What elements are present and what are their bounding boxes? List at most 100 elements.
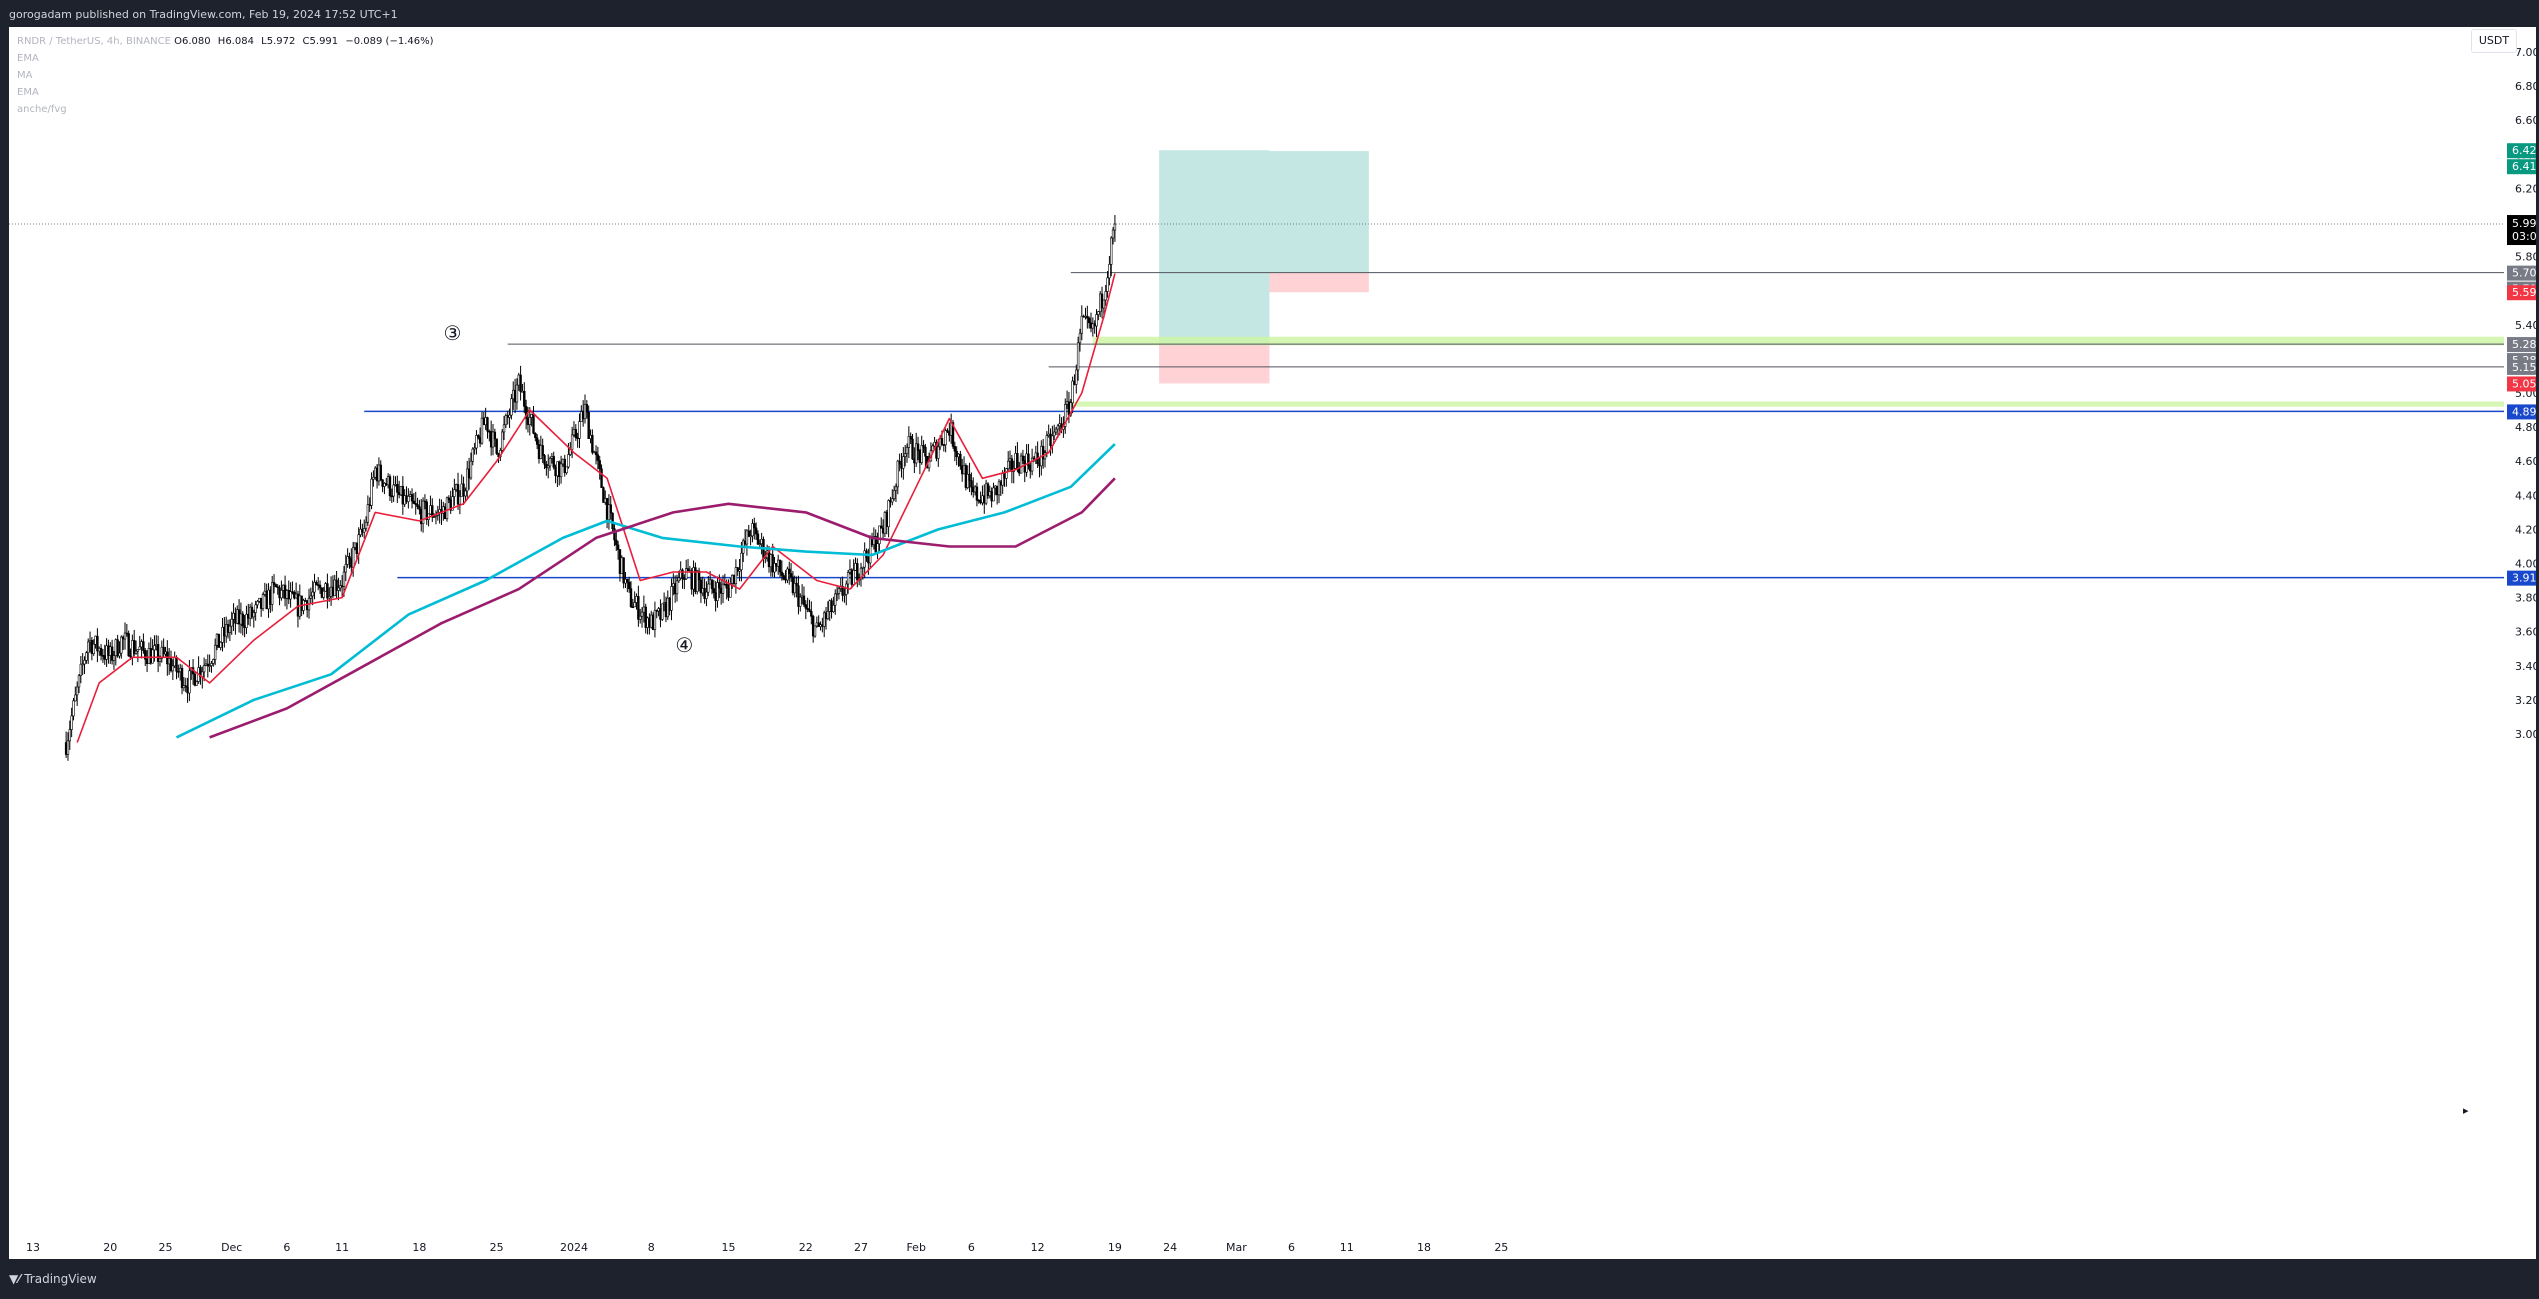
candle-down <box>911 438 914 460</box>
tradingview-logo-icon: ▼⁄ <box>9 1272 21 1286</box>
candle-down <box>276 586 279 589</box>
candle-up <box>1102 299 1106 309</box>
candle-up <box>981 495 984 504</box>
x-axis-tick-label: 8 <box>648 1241 655 1254</box>
candle-up <box>256 601 259 606</box>
candle-down <box>581 411 585 420</box>
candle-down <box>753 523 756 529</box>
candle-up <box>894 486 898 491</box>
candle-up <box>592 451 596 454</box>
candle-up <box>835 593 839 595</box>
candle-up <box>580 411 583 422</box>
candle-down <box>756 533 760 545</box>
candle-up <box>85 652 88 661</box>
candle-up <box>708 579 712 585</box>
candle-up <box>1106 277 1109 292</box>
candle-down <box>618 549 622 574</box>
candle-down <box>946 430 949 432</box>
legend-indicator-ma[interactable]: MA <box>17 70 33 81</box>
candle-down <box>727 587 730 598</box>
long-position-2-target-zone <box>1269 151 1369 273</box>
candle-down <box>304 600 307 602</box>
candle-up <box>846 572 850 585</box>
candle-up <box>120 636 123 654</box>
candle-up <box>650 614 653 628</box>
candle-down <box>283 584 287 599</box>
candle-down <box>576 437 579 439</box>
x-axis-tick-label: 18 <box>412 1241 426 1254</box>
candle-down <box>489 431 493 448</box>
candle-down <box>237 609 241 625</box>
candle-down <box>418 506 421 510</box>
candle-up <box>677 577 681 582</box>
candle-down <box>127 633 130 657</box>
candle-down <box>293 591 296 599</box>
candle-up <box>282 584 285 591</box>
currency-button[interactable]: USDT <box>2471 29 2517 53</box>
candle-down <box>594 451 598 456</box>
candle-down <box>856 563 859 581</box>
candle-down <box>885 512 888 528</box>
candle-up <box>672 583 675 587</box>
candle-down <box>1003 473 1006 479</box>
candle-down <box>918 450 922 463</box>
candle-up <box>666 597 670 618</box>
candle-up <box>517 374 520 386</box>
candle-down <box>605 498 609 521</box>
candle-up <box>458 496 462 505</box>
candle-up <box>245 613 248 628</box>
price-label: 3.917 <box>2512 572 2536 585</box>
candle-up <box>502 424 506 433</box>
bar-countdown: 03:07:36 <box>2512 230 2536 243</box>
price-chart-svg[interactable]: ③④ 7.0006.8006.6006.4006.2006.0005.8005.… <box>9 27 2536 1259</box>
x-axis-tick-label: 19 <box>1108 1241 1122 1254</box>
chart-area[interactable]: ③④ 7.0006.8006.6006.4006.2006.0005.8005.… <box>9 27 2536 1259</box>
candle-up <box>738 569 741 572</box>
candle-up <box>212 659 215 664</box>
candle-down <box>1032 457 1036 460</box>
price-label: 5.706 <box>2512 267 2536 280</box>
candle-up <box>210 663 213 666</box>
candle-down <box>523 390 526 407</box>
candle-down <box>940 438 944 445</box>
candle-up <box>1076 342 1080 371</box>
candle-down <box>390 495 393 498</box>
x-axis-tick-label: Feb <box>906 1241 925 1254</box>
candle-down <box>880 525 883 529</box>
candle-up <box>530 413 533 418</box>
candle-up <box>745 530 749 545</box>
legend-low-label: L <box>261 36 267 47</box>
price-label: 5.591 <box>2512 286 2536 299</box>
candle-up <box>760 539 763 545</box>
legend-indicator-ema-2[interactable]: EMA <box>17 87 39 98</box>
candle-up <box>861 566 865 569</box>
candle-up <box>475 435 478 449</box>
candle-up <box>572 429 576 436</box>
candle-down <box>1021 455 1025 461</box>
candle-up <box>826 611 830 619</box>
candle-up <box>988 491 992 497</box>
legend-indicator-ema-1[interactable]: EMA <box>17 53 39 64</box>
candle-up <box>1104 291 1107 301</box>
candle-up <box>236 609 239 624</box>
candle-down <box>423 500 427 503</box>
candle-up <box>66 740 70 755</box>
candle-down <box>627 581 631 590</box>
candle-up <box>333 579 336 597</box>
candle-down <box>223 626 226 637</box>
tradingview-logo[interactable]: ▼⁄ TradingView <box>9 1272 97 1286</box>
candle-down <box>771 554 774 573</box>
candle-up <box>195 681 198 686</box>
candle-up <box>776 559 780 567</box>
y-axis-tick-label: 3.800 <box>2515 592 2536 605</box>
candle-down <box>743 540 747 545</box>
candle-up <box>98 648 101 652</box>
candle-down <box>320 587 324 598</box>
candle-up <box>1064 404 1067 427</box>
candle-down <box>142 641 145 651</box>
candle-down <box>909 436 912 440</box>
price-label: 5.153 <box>2512 361 2536 374</box>
candle-up <box>377 464 381 482</box>
legend-indicator-fvg[interactable]: anche/fvg <box>17 104 67 115</box>
price-label-bg <box>2507 265 2536 281</box>
